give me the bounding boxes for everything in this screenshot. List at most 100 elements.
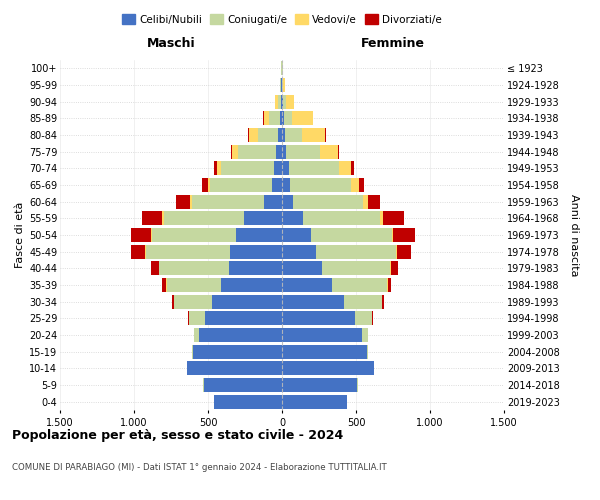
Bar — [236, 228, 282, 242]
Bar — [320, 144, 337, 159]
Bar — [283, 94, 286, 109]
Bar — [286, 144, 320, 159]
Bar — [248, 128, 250, 142]
Bar — [278, 94, 281, 109]
Bar — [344, 294, 382, 308]
Bar — [221, 162, 274, 175]
Bar — [282, 94, 283, 109]
Bar — [282, 144, 286, 159]
Bar — [359, 178, 364, 192]
Bar — [221, 278, 282, 292]
Bar — [230, 144, 232, 159]
Bar — [388, 278, 391, 292]
Bar — [282, 194, 293, 209]
Bar — [199, 328, 282, 342]
Bar — [167, 278, 221, 292]
Bar — [282, 278, 332, 292]
Bar — [208, 178, 210, 192]
Bar — [278, 128, 282, 142]
Bar — [393, 228, 415, 242]
Bar — [282, 244, 316, 259]
Bar — [189, 311, 205, 326]
Bar — [380, 211, 383, 226]
Bar — [152, 228, 236, 242]
Bar — [282, 361, 374, 376]
Bar — [282, 162, 289, 175]
Bar — [282, 128, 284, 142]
Bar — [194, 328, 199, 342]
Bar — [325, 128, 326, 142]
Bar — [238, 144, 276, 159]
Bar — [263, 112, 269, 126]
Text: Maschi: Maschi — [146, 37, 196, 50]
Bar — [244, 211, 282, 226]
Bar — [151, 261, 159, 276]
Bar — [302, 128, 325, 142]
Bar — [383, 211, 404, 226]
Bar — [286, 94, 294, 109]
Bar — [280, 78, 281, 92]
Bar — [282, 294, 344, 308]
Bar — [367, 344, 368, 359]
Bar — [192, 344, 193, 359]
Bar — [289, 162, 339, 175]
Bar — [282, 178, 290, 192]
Bar — [392, 228, 393, 242]
Bar — [290, 178, 351, 192]
Y-axis label: Anni di nascita: Anni di nascita — [569, 194, 579, 276]
Bar — [282, 344, 367, 359]
Bar — [190, 194, 192, 209]
Bar — [276, 144, 282, 159]
Bar — [351, 162, 354, 175]
Bar — [229, 261, 282, 276]
Bar — [390, 261, 391, 276]
Bar — [205, 311, 282, 326]
Bar — [131, 244, 145, 259]
Bar — [142, 211, 162, 226]
Bar — [362, 194, 368, 209]
Bar — [339, 162, 351, 175]
Bar — [282, 311, 355, 326]
Bar — [292, 112, 313, 126]
Bar — [131, 228, 151, 242]
Bar — [311, 228, 392, 242]
Bar — [332, 278, 387, 292]
Bar — [250, 128, 257, 142]
Legend: Celibi/Nubili, Coniugati/e, Vedovi/e, Divorziati/e: Celibi/Nubili, Coniugati/e, Vedovi/e, Di… — [118, 10, 446, 29]
Bar — [282, 328, 362, 342]
Bar — [322, 261, 390, 276]
Bar — [159, 261, 229, 276]
Bar — [203, 378, 282, 392]
Bar — [280, 112, 282, 126]
Bar — [382, 294, 384, 308]
Bar — [351, 178, 359, 192]
Bar — [264, 194, 282, 209]
Bar — [232, 144, 238, 159]
Bar — [212, 294, 282, 308]
Bar — [214, 394, 282, 409]
Text: COMUNE DI PARABIAGO (MI) - Dati ISTAT 1° gennaio 2024 - Elaborazione TUTTITALIA.: COMUNE DI PARABIAGO (MI) - Dati ISTAT 1°… — [12, 464, 387, 472]
Bar — [391, 261, 398, 276]
Bar — [282, 261, 322, 276]
Bar — [304, 211, 380, 226]
Bar — [283, 78, 285, 92]
Bar — [174, 294, 212, 308]
Bar — [164, 211, 244, 226]
Bar — [151, 228, 152, 242]
Bar — [316, 244, 396, 259]
Bar — [397, 244, 411, 259]
Bar — [368, 194, 380, 209]
Bar — [217, 162, 221, 175]
Bar — [192, 194, 264, 209]
Bar — [396, 244, 397, 259]
Bar — [274, 162, 282, 175]
Bar — [282, 211, 304, 226]
Bar — [176, 194, 190, 209]
Bar — [282, 378, 358, 392]
Bar — [187, 361, 282, 376]
Text: Femmine: Femmine — [361, 37, 425, 50]
Bar — [202, 178, 208, 192]
Bar — [355, 311, 372, 326]
Bar — [275, 94, 278, 109]
Text: Popolazione per età, sesso e stato civile - 2024: Popolazione per età, sesso e stato civil… — [12, 430, 343, 442]
